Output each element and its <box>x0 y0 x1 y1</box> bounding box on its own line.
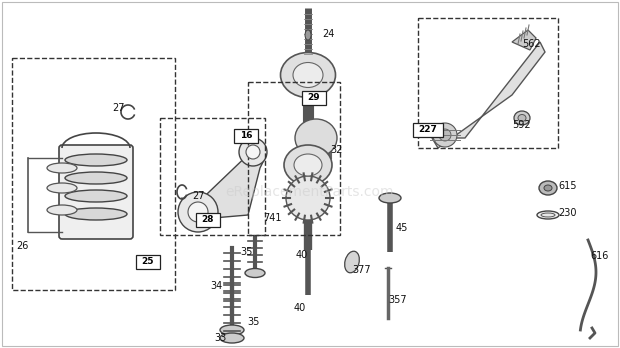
FancyBboxPatch shape <box>234 129 258 143</box>
Ellipse shape <box>295 119 337 157</box>
Ellipse shape <box>293 63 323 87</box>
Ellipse shape <box>220 333 244 343</box>
Ellipse shape <box>65 154 127 166</box>
Ellipse shape <box>539 181 557 195</box>
Text: 227: 227 <box>418 126 438 134</box>
Text: 35: 35 <box>247 317 259 327</box>
Text: 741: 741 <box>264 213 282 223</box>
Text: 26: 26 <box>16 241 29 251</box>
Text: 562: 562 <box>522 39 541 49</box>
Ellipse shape <box>47 183 77 193</box>
Text: 45: 45 <box>396 223 409 233</box>
Ellipse shape <box>514 111 530 125</box>
Text: 357: 357 <box>388 295 407 305</box>
Ellipse shape <box>518 114 526 121</box>
Text: 24: 24 <box>322 29 334 39</box>
Text: eReplacementParts.com: eReplacementParts.com <box>226 185 394 199</box>
FancyBboxPatch shape <box>59 145 133 239</box>
Text: 40: 40 <box>296 250 308 260</box>
Ellipse shape <box>544 185 552 191</box>
FancyBboxPatch shape <box>136 255 160 269</box>
Circle shape <box>439 129 451 141</box>
Ellipse shape <box>294 154 322 176</box>
Text: 615: 615 <box>558 181 577 191</box>
Text: 230: 230 <box>558 208 577 218</box>
Ellipse shape <box>541 213 555 217</box>
Text: 33: 33 <box>214 333 226 343</box>
Text: 28: 28 <box>202 215 215 224</box>
Ellipse shape <box>537 211 559 219</box>
Text: 377: 377 <box>352 265 371 275</box>
Ellipse shape <box>47 163 77 173</box>
Ellipse shape <box>280 53 335 97</box>
Circle shape <box>433 123 457 147</box>
Circle shape <box>239 138 267 166</box>
FancyBboxPatch shape <box>413 123 443 137</box>
Ellipse shape <box>305 30 311 40</box>
Text: 35: 35 <box>240 247 252 257</box>
Text: 34: 34 <box>210 281 222 291</box>
Circle shape <box>188 202 208 222</box>
Ellipse shape <box>65 172 127 184</box>
Circle shape <box>246 145 260 159</box>
Text: 40: 40 <box>294 303 306 313</box>
Polygon shape <box>512 30 536 50</box>
Circle shape <box>286 176 330 220</box>
Text: 32: 32 <box>330 145 342 155</box>
Polygon shape <box>185 148 265 220</box>
Ellipse shape <box>65 190 127 202</box>
Text: 25: 25 <box>142 258 154 267</box>
FancyBboxPatch shape <box>196 213 220 227</box>
Polygon shape <box>432 42 545 148</box>
Text: 27: 27 <box>112 103 125 113</box>
Text: 616: 616 <box>590 251 608 261</box>
Ellipse shape <box>284 145 332 185</box>
Ellipse shape <box>47 205 77 215</box>
FancyBboxPatch shape <box>302 91 326 105</box>
Circle shape <box>178 192 218 232</box>
Text: 16: 16 <box>240 132 252 141</box>
Ellipse shape <box>220 325 244 335</box>
Text: 27: 27 <box>192 191 205 201</box>
Ellipse shape <box>245 269 265 277</box>
Ellipse shape <box>65 208 127 220</box>
Ellipse shape <box>345 251 360 273</box>
Ellipse shape <box>379 193 401 203</box>
Text: 29: 29 <box>308 94 321 103</box>
Text: 592: 592 <box>512 120 531 130</box>
